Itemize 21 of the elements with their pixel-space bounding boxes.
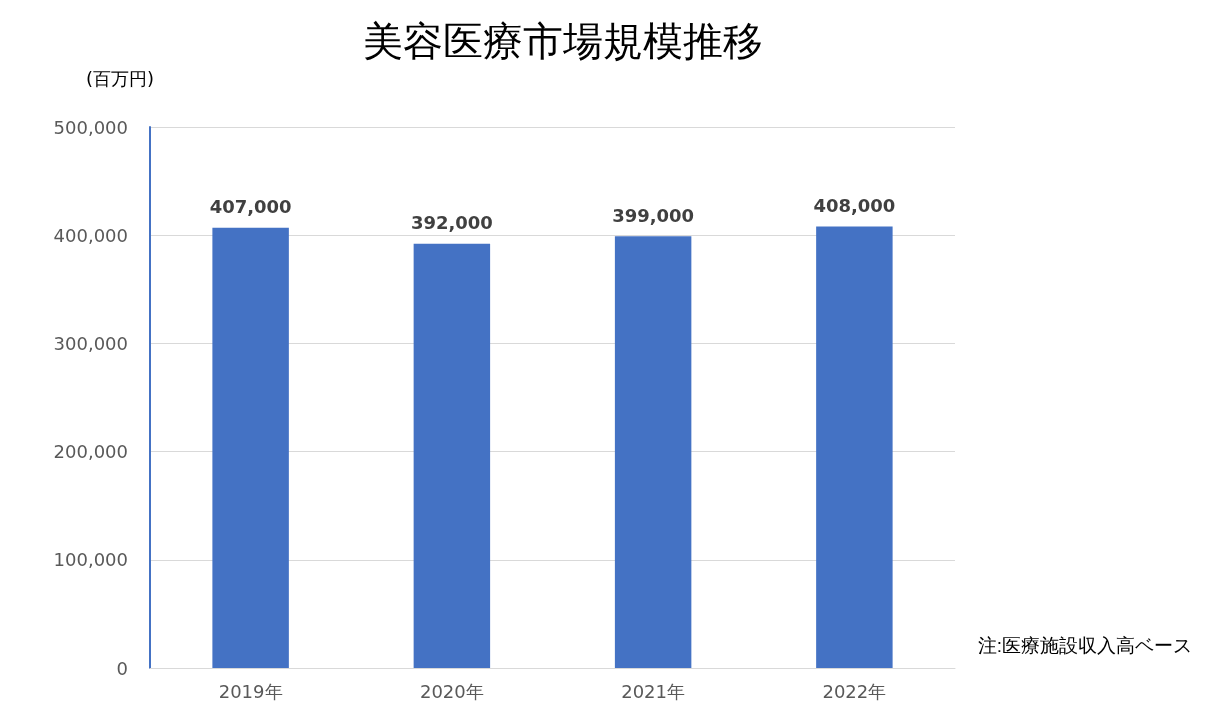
y-tick-label: 300,000 [53, 332, 128, 354]
chart-title: 美容医療市場規模推移 [363, 18, 763, 64]
data-label: 399,000 [612, 204, 695, 226]
y-tick-label: 500,000 [53, 116, 128, 138]
bar [816, 226, 893, 668]
y-tick-label: 400,000 [53, 224, 128, 246]
bar [212, 227, 289, 668]
text: 注:医療施設収入高ベース [977, 635, 1192, 656]
x-tick-label: 2021年 [621, 680, 686, 702]
y-tick-label: 100,000 [53, 549, 128, 571]
x-tick-label: 2022年 [822, 680, 887, 702]
bar [413, 243, 491, 668]
x-tick-label: 2020年 [419, 680, 484, 702]
y-tick-label: 0 [116, 657, 128, 679]
data-label: 408,000 [813, 195, 896, 217]
y-tick-label: 200,000 [53, 441, 128, 463]
data-label: 392,000 [410, 212, 493, 234]
x-tick-label: 2019年 [218, 680, 283, 702]
data-label: 407,000 [209, 196, 292, 218]
bar [614, 236, 692, 668]
y-axis-title: (百万円) [85, 67, 155, 89]
